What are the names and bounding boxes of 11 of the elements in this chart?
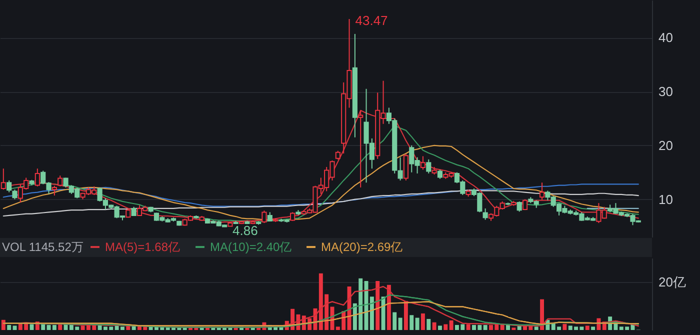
- y-tick-label: 20: [658, 138, 673, 153]
- y-tick-label: 20亿: [658, 274, 686, 290]
- annotation: 4.86: [232, 222, 258, 238]
- y-tick-label: 40: [658, 30, 673, 46]
- y-tick-label: 10: [658, 192, 673, 207]
- legend-label: MA(20)=2.69亿: [321, 240, 403, 254]
- legend-label: MA(5)=1.68亿: [105, 240, 180, 254]
- y-tick-label: 30: [658, 84, 673, 100]
- legend-title: VOL 1145.52万: [2, 240, 84, 254]
- annotation: 43.47: [355, 13, 388, 28]
- legend-label: MA(10)=2.40亿: [210, 240, 292, 254]
